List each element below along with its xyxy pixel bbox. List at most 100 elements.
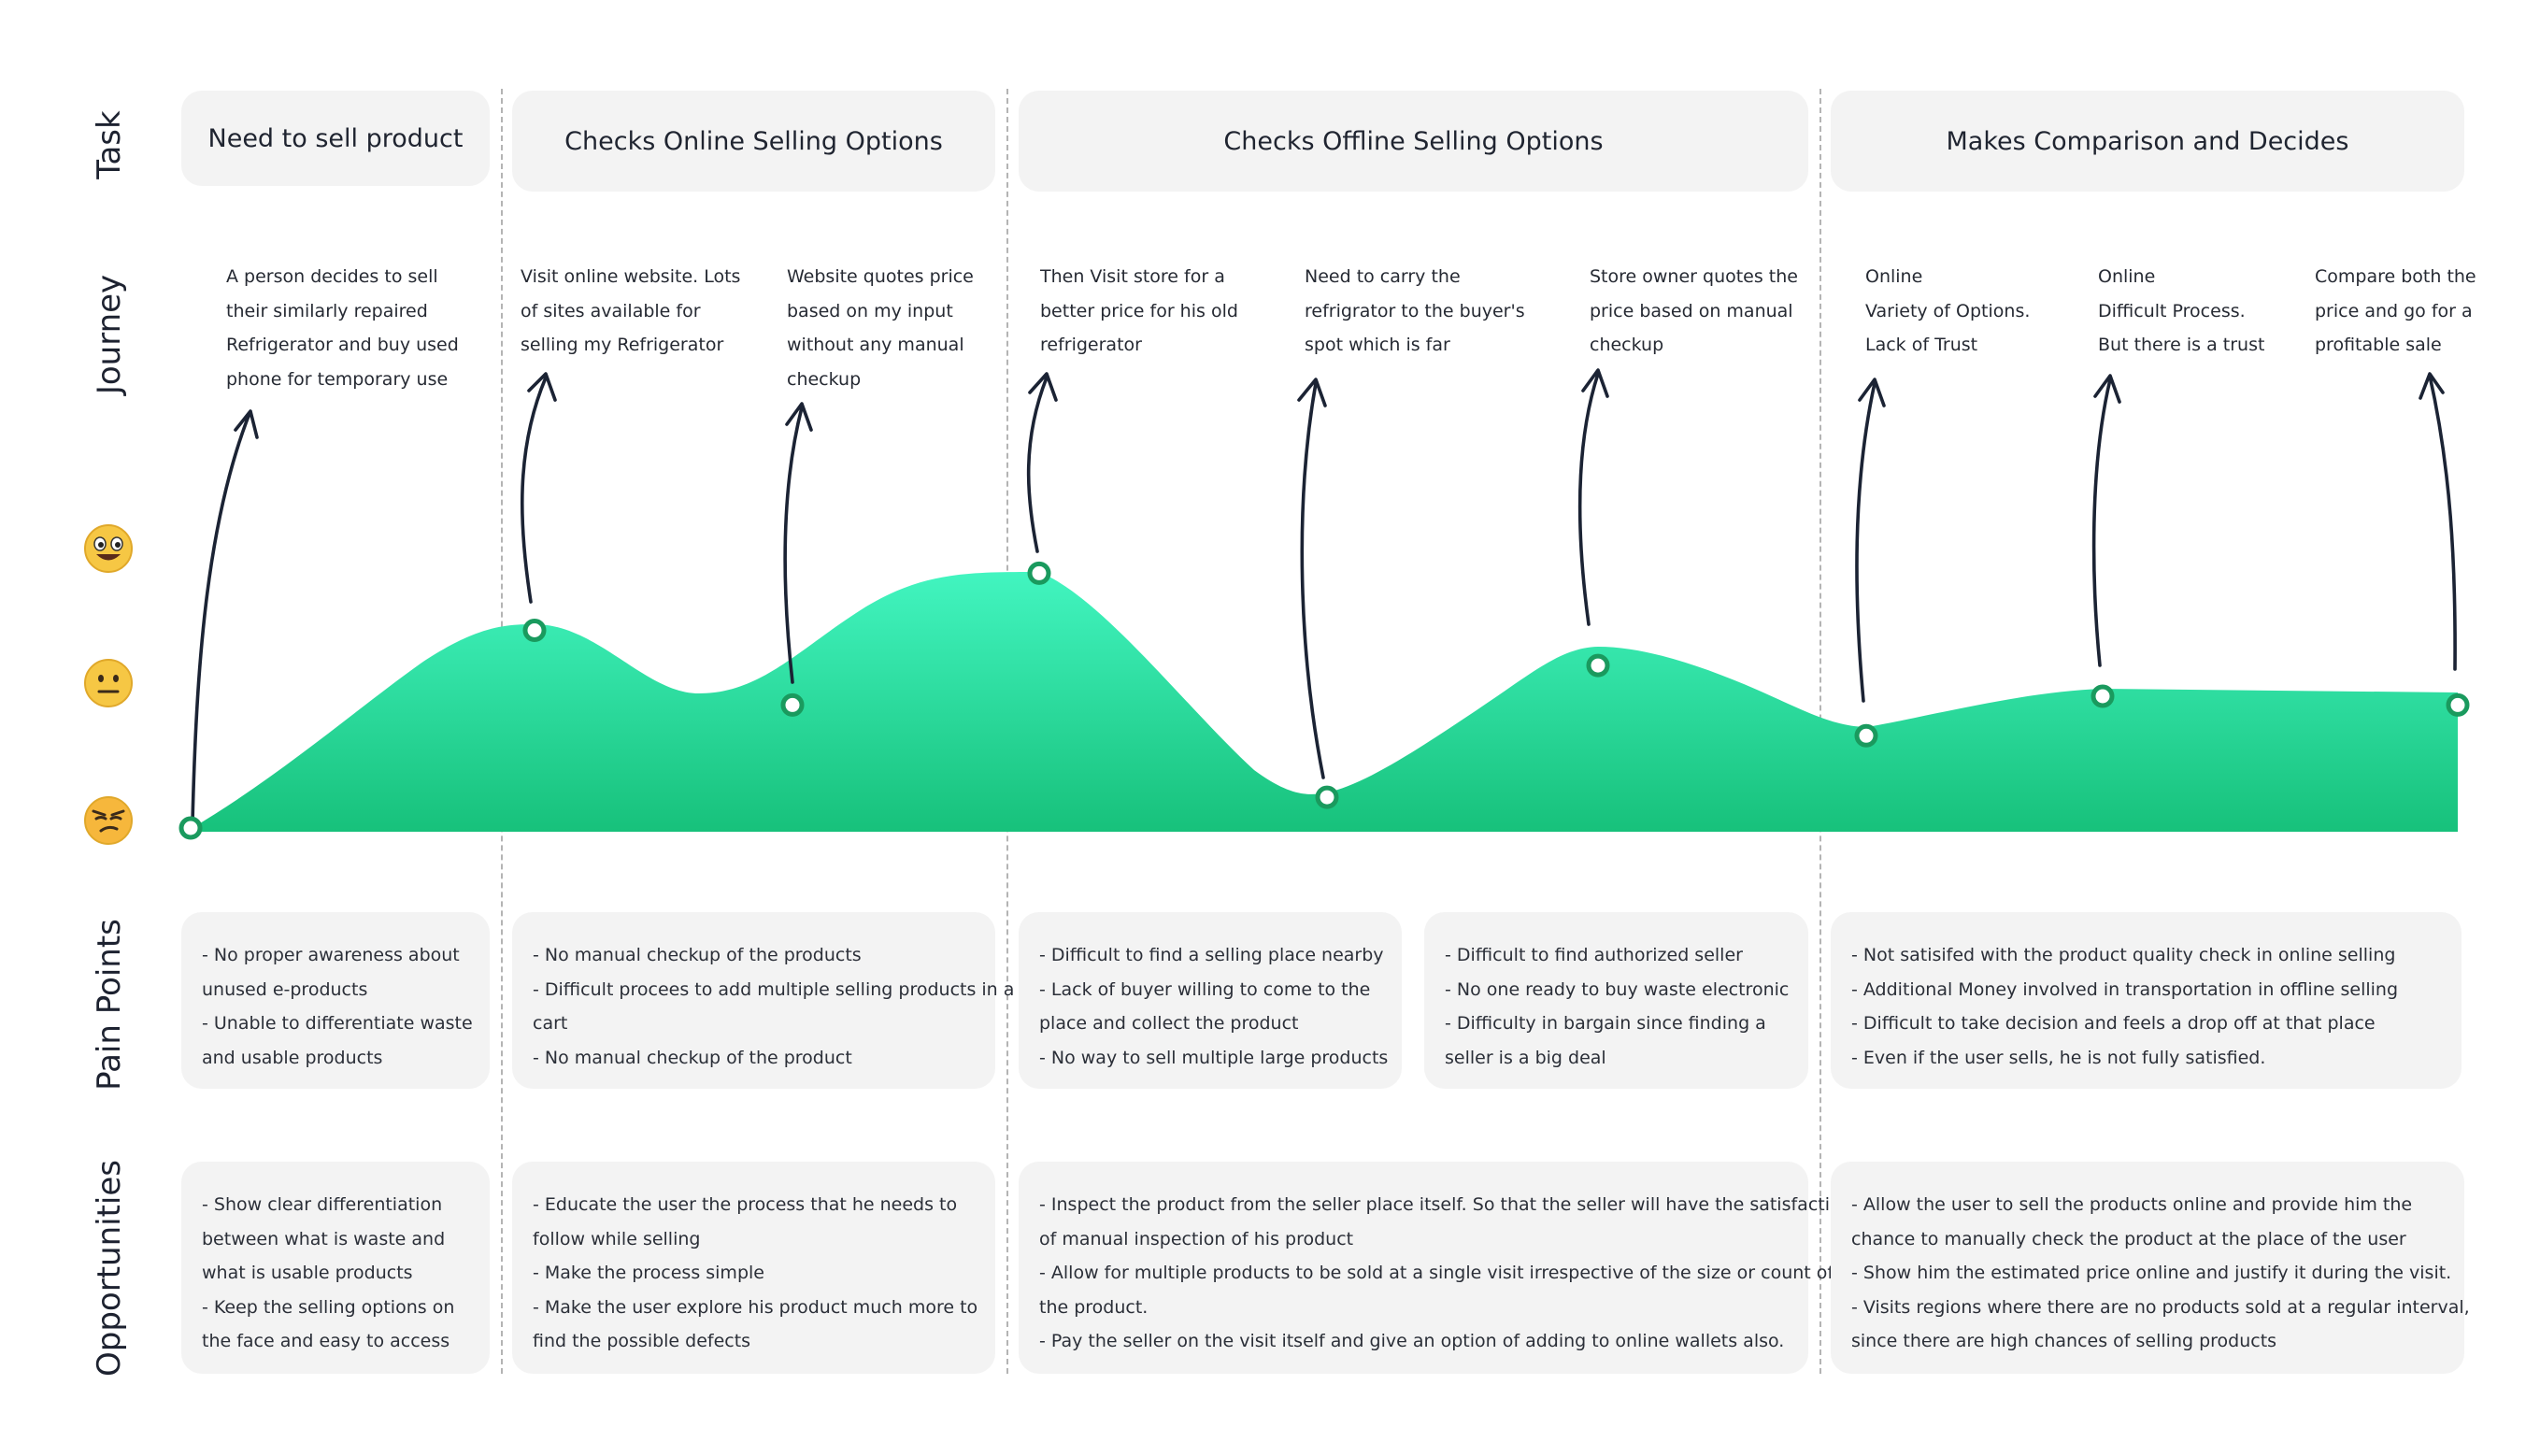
opportunity-line: - Make the process simple: [533, 1263, 764, 1284]
pain-point-line: - Difficult procees to add multiple sell…: [533, 978, 1015, 1000]
opportunity-line: what is usable products: [202, 1263, 413, 1284]
journey-line: their similarly repaired: [226, 300, 428, 321]
pain-point-line: - No one ready to buy waste electronic: [1445, 978, 1790, 1000]
opportunity-line: - Show clear differentiation: [202, 1194, 443, 1215]
journey-line: But there is a trust: [2098, 335, 2265, 356]
journey-step-text: Store owner quotes the price based on ma…: [1590, 260, 1798, 363]
opportunity-card: - Inspect the product from the seller pl…: [1019, 1162, 1852, 1374]
opportunity-line: - Allow the user to sell the products on…: [1851, 1194, 2413, 1215]
journey-line: Then Visit store for a: [1040, 266, 1225, 287]
opportunity-line: - Allow for multiple products to be sold…: [1039, 1263, 1834, 1284]
task-title: Need to sell product: [207, 123, 464, 153]
pain-point-line: - Difficult to find a selling place near…: [1039, 945, 1384, 965]
journey-step-text: Need to carry the refrigrator to the buy…: [1305, 260, 1525, 363]
journey-line: based on my input: [787, 300, 953, 321]
pain-point-line: - Additional Money involved in transport…: [1851, 978, 2399, 1000]
journey-line: checkup: [1590, 335, 1664, 356]
journey-point-marker: [522, 619, 547, 642]
opportunity-line: the face and easy to access: [202, 1331, 450, 1352]
journey-line: selling my Refrigerator: [521, 335, 724, 356]
journey-line: Online: [2098, 266, 2156, 287]
journey-line: refrigrator to the buyer's: [1305, 300, 1525, 321]
pain-point-line: unused e-products: [202, 978, 368, 1000]
opportunity-line: - Keep the selling options on: [202, 1296, 455, 1318]
pain-point-line: - Even if the user sells, he is not full…: [1851, 1047, 2266, 1068]
pain-point-card: - No manual checkup of the products - Di…: [512, 912, 1015, 1089]
pain-point-card: - Difficult to find a selling place near…: [1019, 912, 1402, 1089]
journey-line: Difficult Process.: [2098, 300, 2246, 321]
opportunity-line: between what is waste and: [202, 1228, 446, 1249]
journey-arrow: [1026, 372, 1058, 553]
journey-arrow: [1855, 378, 1886, 703]
pain-point-card: - Difficult to find authorized seller - …: [1424, 912, 1808, 1089]
happy-face-icon: [84, 524, 133, 573]
pain-point-line: and usable products: [202, 1047, 383, 1068]
pain-point-line: - Difficulty in bargain since finding a: [1445, 1013, 1766, 1035]
task-card-offline-options: Checks Offline Selling Options: [1019, 91, 1808, 192]
journey-line: Variety of Options.: [1865, 300, 2031, 321]
journey-line: profitable sale: [2315, 335, 2442, 356]
journey-line: checkup: [787, 368, 862, 390]
journey-line: spot which is far: [1305, 335, 1450, 356]
opportunity-line: - Make the user explore his product much…: [533, 1296, 978, 1318]
opportunity-card: - Educate the user the process that he n…: [512, 1162, 995, 1374]
opportunity-line: the product.: [1039, 1296, 1149, 1318]
pain-point-line: - No manual checkup of the products: [533, 945, 862, 965]
journey-line: price based on manual: [1590, 300, 1793, 321]
journey-step-text: Website quotes price based on my input w…: [787, 260, 974, 396]
journey-arrow: [191, 409, 259, 824]
journey-step-text: Online Variety of Options. Lack of Trust: [1865, 260, 2030, 363]
task-card-need-to-sell: Need to sell product: [181, 91, 490, 186]
annoyed-face-icon: [84, 796, 133, 845]
journey-line: Store owner quotes the: [1590, 266, 1798, 287]
journey-line: phone for temporary use: [226, 368, 449, 390]
journey-line: Lack of Trust: [1865, 335, 1978, 356]
journey-line: refrigerator: [1040, 335, 1142, 356]
journey-line: Website quotes price: [787, 266, 974, 287]
journey-arrow: [2091, 374, 2121, 667]
journey-point-marker: [1315, 785, 1339, 809]
pain-point-line: - No manual checkup of the product: [533, 1047, 852, 1068]
journey-line: better price for his old: [1040, 300, 1238, 321]
pain-point-line: - Lack of buyer willing to come to the: [1039, 978, 1371, 1000]
opportunity-line: - Visits regions where there are no prod…: [1851, 1296, 2470, 1318]
journey-step-text: Then Visit store for a better price for …: [1040, 260, 1238, 363]
opportunity-line: chance to manually check the product at …: [1851, 1228, 2406, 1249]
journey-line: A person decides to sell: [226, 266, 438, 287]
journey-line: Visit online website. Lots: [521, 266, 741, 287]
journey-point-marker: [2091, 684, 2115, 708]
journey-line: price and go for a: [2315, 300, 2473, 321]
journey-point-marker: [1854, 723, 1878, 748]
pain-point-card: - Not satisifed with the product quality…: [1831, 912, 2462, 1089]
journey-step-text: Online Difficult Process. But there is a…: [2098, 260, 2264, 363]
pain-point-line: - Unable to differentiate waste: [202, 1013, 473, 1035]
journey-point-marker: [780, 692, 805, 717]
opportunity-card: - Allow the user to sell the products on…: [1831, 1162, 2470, 1374]
pain-point-line: - No proper awareness about: [202, 945, 460, 965]
opportunity-line: of manual inspection of his product: [1039, 1228, 1354, 1249]
opportunity-line: follow while selling: [533, 1228, 701, 1249]
neutral-face-icon: [84, 659, 133, 707]
journey-arrow: [1297, 378, 1327, 779]
pain-point-line: - Not satisifed with the product quality…: [1851, 945, 2396, 965]
opportunity-line: since there are high chances of selling …: [1851, 1331, 2277, 1352]
pain-point-line: place and collect the product: [1039, 1013, 1299, 1035]
journey-line: without any manual: [787, 335, 964, 356]
journey-step-text: Visit online website. Lots of sites avai…: [521, 260, 740, 363]
pain-point-line: seller is a big deal: [1445, 1047, 1606, 1068]
opportunity-line: - Show him the estimated price online an…: [1851, 1263, 2452, 1284]
opportunity-line: - Educate the user the process that he n…: [533, 1194, 958, 1215]
pain-point-line: - No way to sell multiple large products: [1039, 1047, 1389, 1068]
pain-point-line: - Difficult to take decision and feels a…: [1851, 1013, 2376, 1035]
journey-line: Refrigerator and buy used: [226, 335, 459, 356]
journey-arrow: [1577, 368, 1609, 626]
opportunity-line: find the possible defects: [533, 1331, 751, 1352]
journey-arrow: [2419, 372, 2457, 671]
journey-point-marker: [2446, 692, 2470, 717]
task-card-compare-decide: Makes Comparison and Decides: [1831, 91, 2464, 192]
journey-line: of sites available for: [521, 300, 701, 321]
journey-point-marker: [1586, 653, 1610, 678]
journey-arrow: [783, 402, 813, 684]
pain-point-line: - Difficult to find authorized seller: [1445, 945, 1743, 965]
